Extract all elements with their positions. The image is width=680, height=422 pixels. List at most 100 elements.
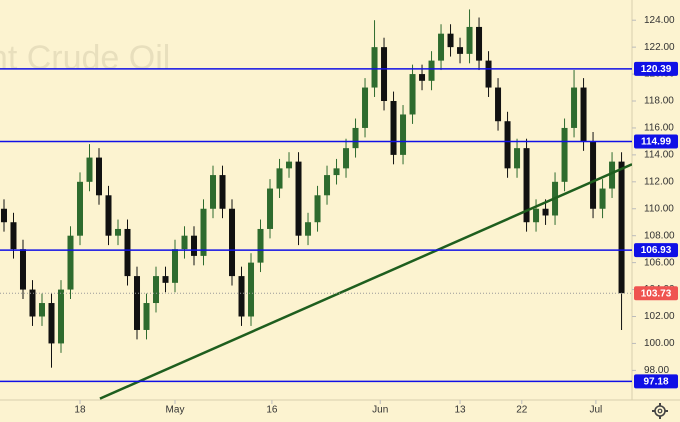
candle-body [419, 74, 426, 81]
candle-body [267, 188, 274, 229]
candle-body [115, 228, 122, 236]
x-tick-label: 22 [516, 405, 528, 416]
candle-body [181, 235, 188, 250]
y-tick-label: 110.00 [644, 203, 674, 214]
x-tick-label: May [166, 405, 185, 416]
price-tag [634, 134, 678, 149]
candle-body [162, 276, 169, 283]
candle-body [571, 87, 578, 128]
y-tick-label: 114.00 [644, 150, 674, 161]
candle-body [618, 161, 625, 294]
candle-body [333, 168, 340, 176]
x-tick-label: Jul [589, 405, 602, 416]
candle-body [381, 47, 388, 102]
candle-body [457, 47, 464, 54]
candle-body [124, 228, 131, 277]
y-tick-label: 100.00 [644, 338, 675, 349]
candle-body [295, 161, 302, 236]
candle-body [514, 148, 521, 169]
candle-body [153, 276, 160, 304]
candle-body [286, 161, 293, 169]
candle-body [523, 148, 530, 223]
candle-body [172, 249, 179, 283]
candle-body [29, 289, 36, 317]
candle-body [57, 289, 64, 344]
candle-body [38, 303, 45, 317]
price-tag-label: 114.99 [641, 137, 671, 148]
price-tag [634, 61, 678, 76]
x-tick-label: 16 [266, 405, 278, 416]
candle-body [200, 208, 207, 256]
candle-body [143, 303, 150, 330]
price-tag-label: 106.93 [641, 245, 672, 256]
candle-body [590, 141, 597, 209]
candle-body [609, 161, 616, 189]
candle-body [10, 222, 17, 250]
candle-body [599, 188, 606, 209]
candle-body [276, 168, 283, 189]
candle-body [533, 208, 540, 223]
plot-area [0, 9, 632, 400]
candle-body [580, 87, 587, 142]
candle-body [352, 127, 359, 149]
y-tick-label: 98.00 [644, 365, 669, 376]
y-tick-label: 118.00 [644, 96, 674, 107]
candle-body [504, 121, 511, 169]
candle-body [314, 195, 321, 223]
candle-body [305, 222, 312, 236]
candle-body [76, 181, 83, 236]
candle-body [105, 195, 112, 236]
candle-body [447, 33, 454, 48]
candle-body [428, 60, 435, 81]
price-tag [634, 374, 678, 389]
candle-body [86, 157, 93, 182]
candle-body [238, 276, 245, 317]
candle-body [561, 127, 568, 182]
candle-body [476, 26, 483, 61]
price-tag [634, 286, 678, 301]
candle-body [343, 148, 350, 169]
watermark: ent Crude Oil [0, 39, 170, 77]
candle-body [390, 101, 397, 155]
y-tick-label: 124.00 [644, 15, 675, 26]
candle-body [495, 87, 502, 122]
price-tag-label: 120.39 [641, 64, 672, 75]
candle-body [362, 87, 369, 128]
candle-body [542, 208, 549, 216]
candle-body [371, 47, 378, 88]
candle-body [409, 74, 416, 115]
candle-body [67, 235, 74, 290]
candle-body [0, 208, 7, 223]
x-tick-label: Jun [372, 405, 388, 416]
candle-body [48, 303, 55, 344]
candle-body [466, 26, 473, 54]
price-tag-label: 103.73 [641, 288, 672, 299]
x-tick-label: 13 [454, 405, 466, 416]
x-tick-label: 18 [74, 405, 86, 416]
price-tag-label: 97.18 [643, 377, 668, 388]
y-tick-label: 102.00 [644, 311, 675, 322]
y-tick-label: 112.00 [644, 176, 674, 187]
candle-body [219, 175, 226, 209]
y-tick-label: 122.00 [644, 42, 675, 53]
candle-body [191, 235, 198, 256]
candle-body [19, 249, 26, 290]
candle-body [438, 33, 445, 61]
candle-body [485, 60, 492, 88]
y-tick-label: 108.00 [644, 230, 675, 241]
candle-body [400, 114, 407, 155]
trendline [99, 163, 632, 400]
settings-icon[interactable] [652, 403, 668, 419]
candle-body [257, 228, 264, 263]
candle-body [324, 175, 331, 196]
candle-body [229, 208, 236, 277]
y-tick-label: 116.00 [644, 123, 674, 134]
y-tick-label: 106.00 [644, 257, 675, 268]
candle-body [134, 276, 141, 330]
candle-body [95, 157, 102, 196]
price-tag [634, 243, 678, 258]
candle-body [248, 262, 255, 317]
candle-body [210, 175, 217, 209]
